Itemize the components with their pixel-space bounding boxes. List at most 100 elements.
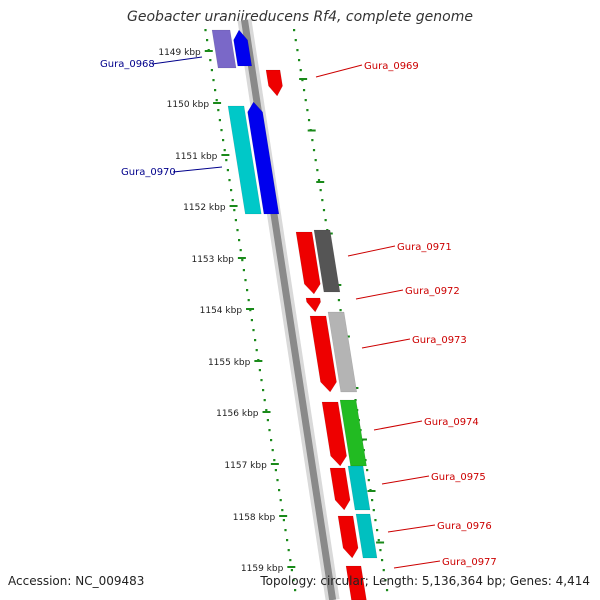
gene-label-gura-0977[interactable]: Gura_0977 bbox=[442, 557, 497, 568]
ruler-dot-left bbox=[226, 169, 229, 172]
ruler-dot-right bbox=[304, 99, 307, 102]
leader-line-gura-0971 bbox=[347, 245, 396, 257]
gene-arrow-gura-0975-homolog[interactable] bbox=[347, 465, 371, 511]
gene-label-gura-0972[interactable]: Gura_0972 bbox=[405, 286, 460, 297]
leader-line-gura-0976 bbox=[387, 524, 436, 533]
gene-label-gura-0969[interactable]: Gura_0969 bbox=[364, 61, 419, 72]
gene-arrow-gura-0968-homolog[interactable] bbox=[211, 29, 237, 69]
ruler-dot-right bbox=[311, 139, 314, 142]
ruler-dot-left bbox=[287, 549, 290, 552]
ruler-dot-left bbox=[292, 579, 295, 582]
tick-label: 1158 kbp bbox=[233, 513, 276, 523]
ruler-dot-right bbox=[296, 49, 299, 52]
gene-arrow-gura-0971-homolog[interactable] bbox=[313, 229, 341, 293]
ruler-dot-left bbox=[249, 309, 252, 312]
ruler-dot-left bbox=[268, 429, 271, 432]
ruler-dot-right bbox=[321, 199, 324, 202]
ruler-dot-right bbox=[372, 509, 375, 512]
gene-label-gura-0975[interactable]: Gura_0975 bbox=[431, 472, 486, 483]
ruler-dot-left bbox=[223, 149, 226, 152]
ruler-dot-left bbox=[233, 209, 236, 212]
ruler-dot-right bbox=[371, 499, 374, 502]
ruler-dot-right bbox=[317, 179, 321, 182]
gene-arrow-gura-0971[interactable] bbox=[295, 231, 321, 295]
ruler-dot-left bbox=[254, 339, 257, 342]
ruler-dot-left bbox=[231, 199, 234, 202]
ruler-dot-left bbox=[214, 89, 217, 92]
ruler-dot-right bbox=[316, 169, 319, 172]
tick-label: 1149 kbp bbox=[158, 48, 201, 58]
tick-label: 1157 kbp bbox=[224, 461, 267, 471]
ruler-dot-left bbox=[230, 189, 233, 192]
ruler-dot-left bbox=[290, 569, 293, 572]
ruler-dot-left bbox=[250, 319, 253, 322]
ruler-dot-right bbox=[377, 539, 380, 542]
ruler-dot-left bbox=[239, 249, 242, 252]
leader-line-gura-0970 bbox=[172, 166, 223, 173]
tick-label: 1156 kbp bbox=[216, 409, 259, 419]
ruler-dot-left bbox=[238, 239, 241, 242]
ruler-dot-right bbox=[312, 149, 316, 152]
gene-arrow-gura-0973[interactable] bbox=[309, 315, 337, 393]
gene-arrow-gura-0974-homolog[interactable] bbox=[339, 399, 367, 467]
gene-label-gura-0968[interactable]: Gura_0968 bbox=[100, 59, 155, 70]
leader-line-gura-0968 bbox=[151, 56, 203, 65]
gene-arrow-gura-0975[interactable] bbox=[329, 467, 351, 511]
ruler-dot-left bbox=[252, 329, 255, 332]
ruler-dot-right bbox=[301, 79, 304, 82]
gene-arrow-gura-0970-homolog[interactable] bbox=[227, 105, 262, 215]
gene-label-gura-0971[interactable]: Gura_0971 bbox=[397, 242, 452, 253]
topology-label: Topology: circular; Length: 5,136,364 bp… bbox=[260, 574, 590, 588]
leader-line-gura-0973 bbox=[361, 338, 411, 349]
tick-label: 1151 kbp bbox=[175, 152, 218, 162]
ruler-dot-right bbox=[339, 309, 342, 312]
ruler-dot-left bbox=[255, 349, 258, 352]
ruler-dot-left bbox=[217, 109, 220, 112]
gene-arrow-gura-0977[interactable] bbox=[345, 565, 367, 600]
ruler-dot-left bbox=[206, 39, 209, 42]
ruler-dot-right bbox=[376, 529, 379, 532]
ruler-dot-left bbox=[222, 139, 225, 142]
ruler-dot-right bbox=[297, 59, 301, 62]
ruler-dot-left bbox=[271, 449, 274, 452]
gene-label-gura-0976[interactable]: Gura_0976 bbox=[437, 521, 492, 532]
ruler-dot-right bbox=[337, 299, 341, 302]
ruler-dot-left bbox=[276, 479, 279, 482]
ruler-dot-left bbox=[282, 519, 285, 522]
gene-arrow-gura-0970[interactable] bbox=[247, 101, 280, 215]
ruler-dot-left bbox=[246, 289, 249, 292]
ruler-dot-left bbox=[263, 399, 266, 402]
ruler-dot-left bbox=[286, 539, 289, 542]
gene-arrow-gura-0976[interactable] bbox=[337, 515, 359, 559]
ruler-dot-right bbox=[306, 109, 309, 112]
ruler-dot-left bbox=[209, 59, 212, 62]
gene-arrow-gura-0968[interactable] bbox=[233, 29, 253, 67]
ruler-dot-left bbox=[279, 499, 282, 502]
gene-arrow-gura-0969[interactable] bbox=[265, 69, 283, 97]
ruler-dot-left bbox=[204, 29, 207, 32]
ruler-dot-left bbox=[260, 379, 263, 382]
ruler-dot-left bbox=[241, 259, 244, 262]
leader-line-gura-0974 bbox=[373, 420, 423, 431]
ruler-dot-right bbox=[367, 479, 370, 482]
gene-label-gura-0970[interactable]: Gura_0970 bbox=[121, 167, 176, 178]
tick-label: 1155 kbp bbox=[208, 358, 251, 368]
ruler-dot-left bbox=[258, 369, 261, 372]
gene-label-gura-0974[interactable]: Gura_0974 bbox=[424, 417, 479, 428]
ruler-dot-left bbox=[215, 99, 218, 102]
gene-label-gura-0973[interactable]: Gura_0973 bbox=[412, 335, 467, 346]
gene-arrow-gura-0976-homolog[interactable] bbox=[355, 513, 378, 559]
gene-arrow-gura-0974[interactable] bbox=[321, 401, 347, 467]
accession-label: Accession: NC_009483 bbox=[8, 574, 145, 588]
ruler-dot-right bbox=[314, 159, 317, 162]
gene-arrow-gura-0973-homolog[interactable] bbox=[327, 311, 358, 393]
ruler-dot-right bbox=[384, 579, 387, 582]
ruler-dot-left bbox=[266, 419, 269, 422]
ruler-dot-left bbox=[274, 469, 277, 472]
ruler-dot-right bbox=[385, 589, 389, 592]
ruler-dot-left bbox=[289, 559, 292, 562]
gene-arrow-gura-0972[interactable] bbox=[305, 297, 321, 313]
ruler-dot-right bbox=[319, 189, 322, 192]
ruler-dot-left bbox=[281, 509, 284, 512]
